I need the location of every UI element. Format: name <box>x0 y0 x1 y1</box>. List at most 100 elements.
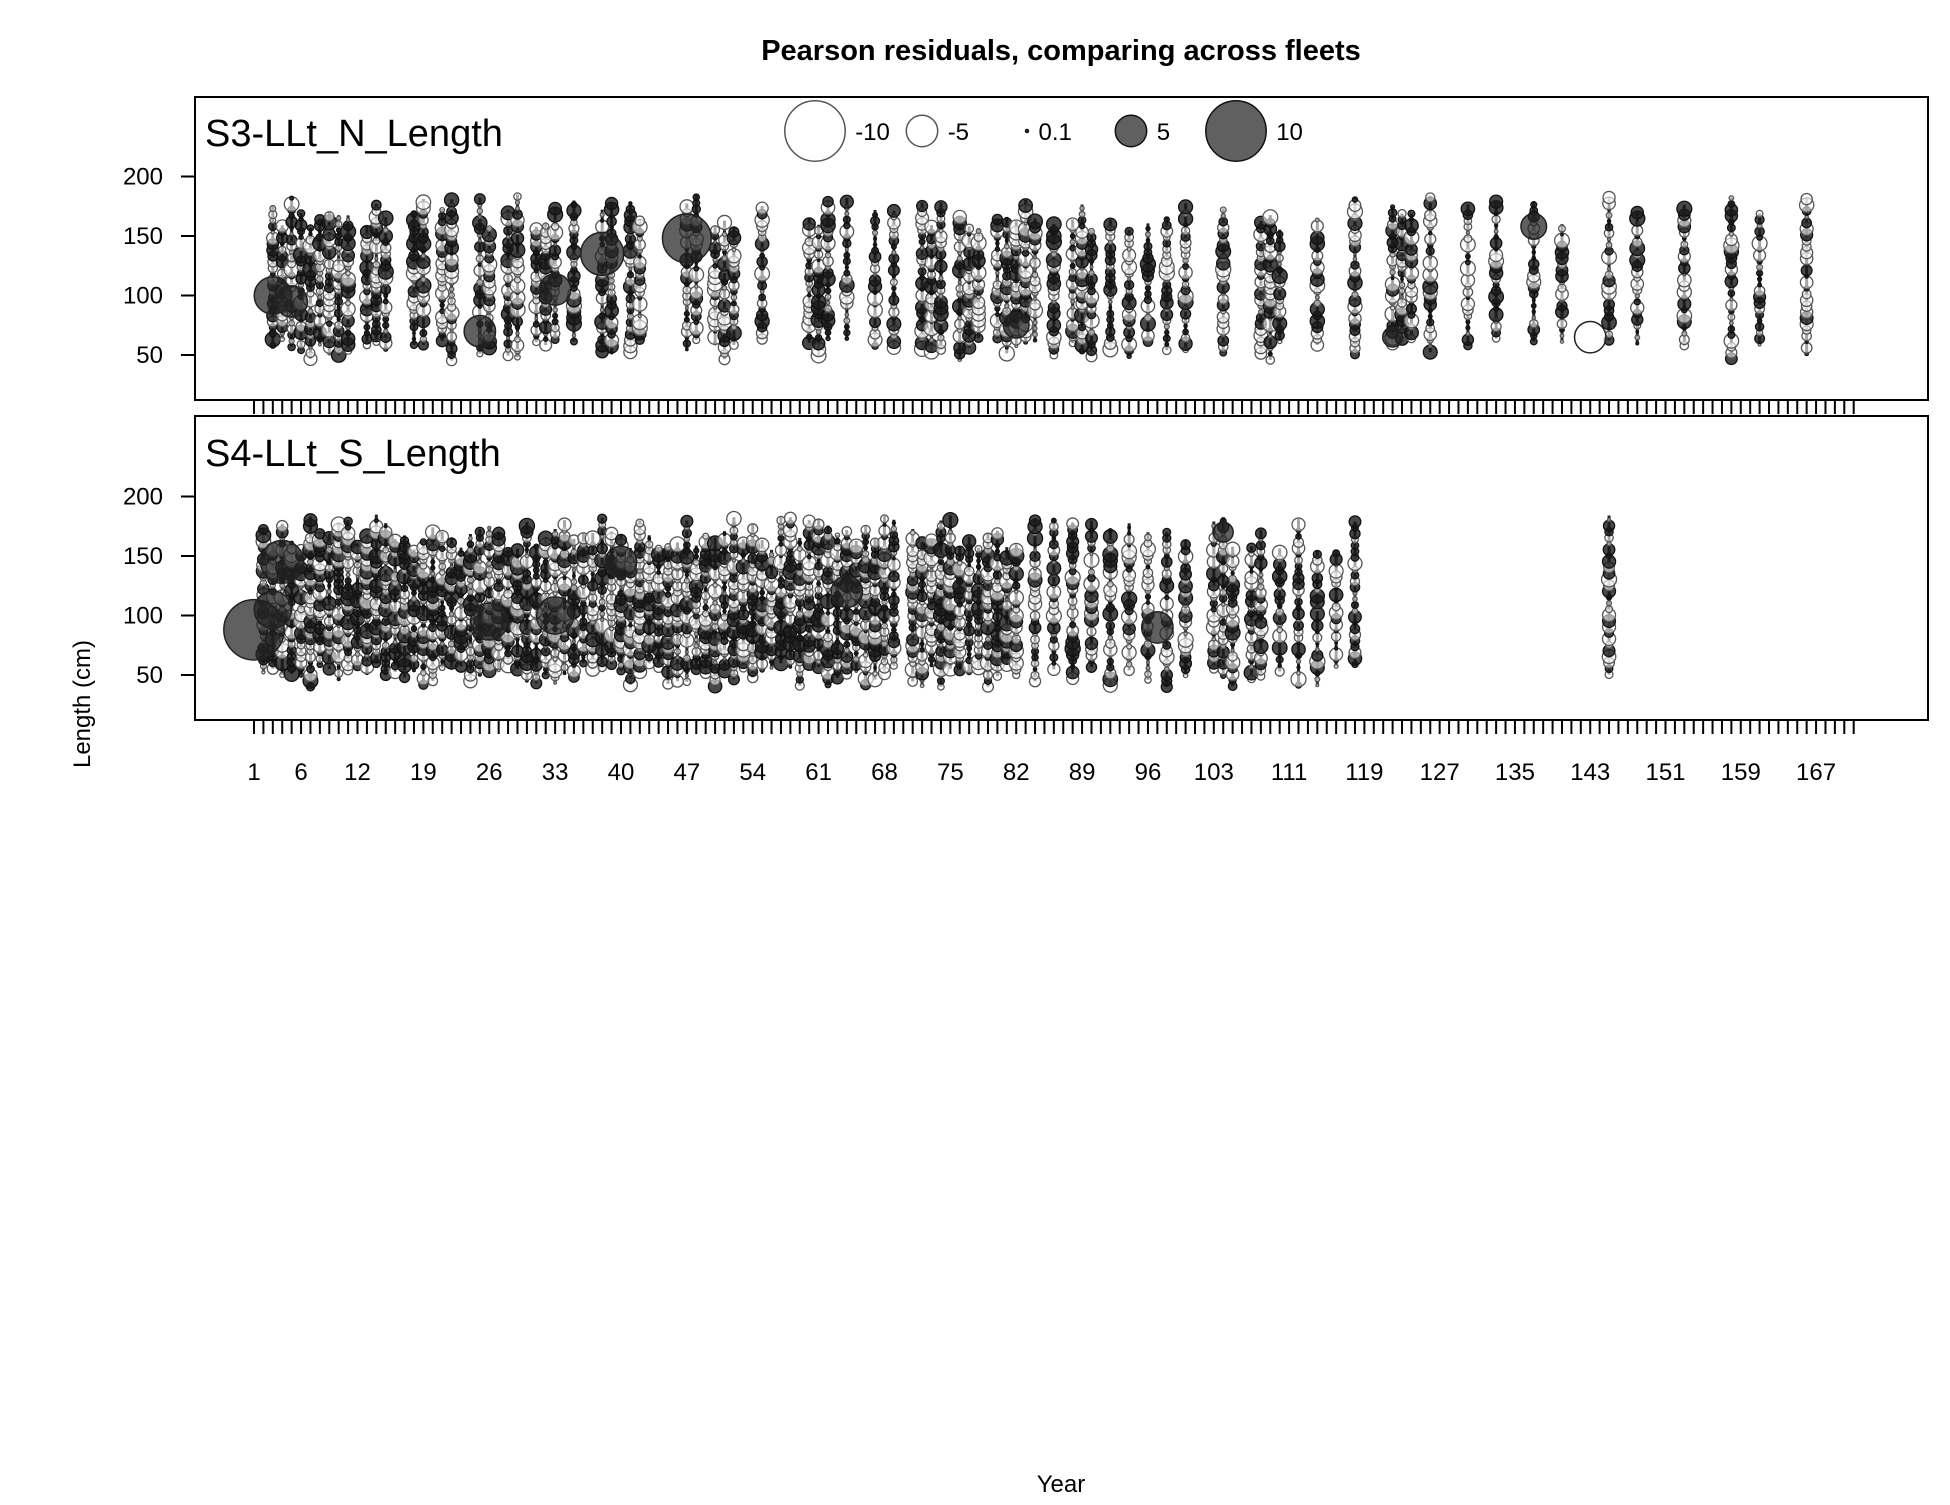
residual-bubble <box>747 654 758 665</box>
residual-bubble <box>1123 533 1135 545</box>
residual-bubble <box>1145 660 1150 665</box>
residual-bubble <box>929 567 934 573</box>
residual-bubble <box>1163 216 1170 223</box>
residual-bubble <box>420 622 426 628</box>
residual-bubble <box>269 204 277 213</box>
residual-bubble <box>343 516 353 527</box>
residual-bubble <box>626 271 635 279</box>
x-tick-label: 103 <box>1194 759 1234 786</box>
residual-bubble <box>606 216 617 227</box>
residual-bubble <box>345 299 352 307</box>
residual-bubble-large <box>830 575 864 609</box>
residual-bubble <box>1800 341 1813 354</box>
residual-bubble <box>335 215 342 221</box>
residual-bubble <box>1258 572 1264 578</box>
residual-bubble <box>712 659 718 665</box>
residual-bubble <box>909 529 916 536</box>
residual-bubble <box>1027 213 1044 230</box>
residual-bubble <box>1491 214 1501 225</box>
residual-bubble <box>1463 234 1473 244</box>
residual-bubble <box>643 633 655 646</box>
residual-bubble <box>570 584 578 592</box>
residual-bubble <box>513 192 522 201</box>
residual-bubble <box>305 347 316 359</box>
residual-bubble <box>673 647 682 656</box>
residual-bubble <box>1069 621 1077 629</box>
residual-bubble <box>1333 663 1339 669</box>
residual-bubble <box>843 647 850 654</box>
residual-bubble <box>1145 225 1151 232</box>
residual-bubble <box>1560 232 1564 237</box>
residual-bubble-large <box>1381 326 1404 348</box>
residual-bubble <box>307 308 314 315</box>
residual-bubble <box>342 220 354 232</box>
residual-bubble <box>534 316 539 321</box>
residual-bubble <box>363 330 371 337</box>
bubble-layer <box>253 190 1815 367</box>
residual-bubble <box>634 215 646 227</box>
residual-bubble <box>515 643 520 648</box>
residual-bubble <box>1048 539 1059 550</box>
residual-bubble <box>956 255 963 262</box>
residual-bubble <box>466 546 475 554</box>
residual-bubble <box>398 671 411 684</box>
residual-bubble <box>513 335 521 343</box>
residual-bubble <box>769 564 774 569</box>
residual-bubble <box>682 339 692 348</box>
x-tick-label: 1 <box>247 759 260 786</box>
residual-bubble <box>345 572 351 578</box>
residual-bubble <box>448 611 455 617</box>
residual-bubble <box>598 312 606 320</box>
residual-bubble <box>1311 619 1324 632</box>
residual-bubble <box>1630 205 1645 220</box>
residual-bubble <box>373 518 379 524</box>
residual-bubble <box>336 317 341 322</box>
residual-bubble <box>1126 590 1132 596</box>
residual-bubble <box>872 670 878 677</box>
residual-bubble <box>1162 640 1172 650</box>
residual-bubble <box>722 609 727 614</box>
residual-bubble <box>438 604 446 612</box>
residual-bubble <box>468 631 473 636</box>
residual-bubble <box>511 315 524 328</box>
residual-bubble <box>412 283 416 288</box>
residual-bubble <box>936 676 945 685</box>
residual-bubble-large <box>1002 311 1030 339</box>
residual-bubble <box>372 260 381 269</box>
residual-bubble-large <box>538 273 572 306</box>
residual-bubble <box>682 677 692 687</box>
residual-bubble <box>600 218 605 223</box>
residual-bubble <box>1180 539 1191 550</box>
residual-bubble <box>702 604 709 611</box>
residual-bubble <box>317 342 322 347</box>
residual-bubble <box>446 537 457 549</box>
residual-bubble <box>1493 223 1499 228</box>
residual-bubble <box>947 529 953 535</box>
residual-bubble <box>599 307 605 313</box>
residual-bubble <box>891 285 897 291</box>
legend-label: 10 <box>1276 119 1303 146</box>
residual-bubble <box>570 548 578 556</box>
residual-bubble <box>843 328 851 337</box>
x-tick-label: 89 <box>1069 759 1096 786</box>
residual-bubble <box>1145 564 1151 570</box>
residual-bubble <box>1032 319 1038 326</box>
residual-bubble <box>1246 542 1257 554</box>
residual-bubble <box>1531 309 1536 314</box>
residual-bubble <box>420 669 427 677</box>
residual-bubble <box>409 654 419 663</box>
residual-bubble <box>938 642 944 648</box>
residual-bubble <box>1124 226 1134 236</box>
residual-bubble <box>777 576 785 584</box>
residual-bubble <box>721 584 728 590</box>
residual-bubble-large <box>1573 320 1607 354</box>
residual-bubble <box>468 637 473 642</box>
residual-bubble <box>783 511 797 525</box>
residual-bubble <box>834 537 841 545</box>
residual-bubble <box>1425 192 1436 203</box>
residual-bubble <box>1634 334 1641 341</box>
residual-bubble <box>410 210 418 218</box>
residual-bubble <box>1313 299 1322 308</box>
residual-bubble <box>664 591 672 598</box>
residual-bubble <box>1296 670 1301 676</box>
